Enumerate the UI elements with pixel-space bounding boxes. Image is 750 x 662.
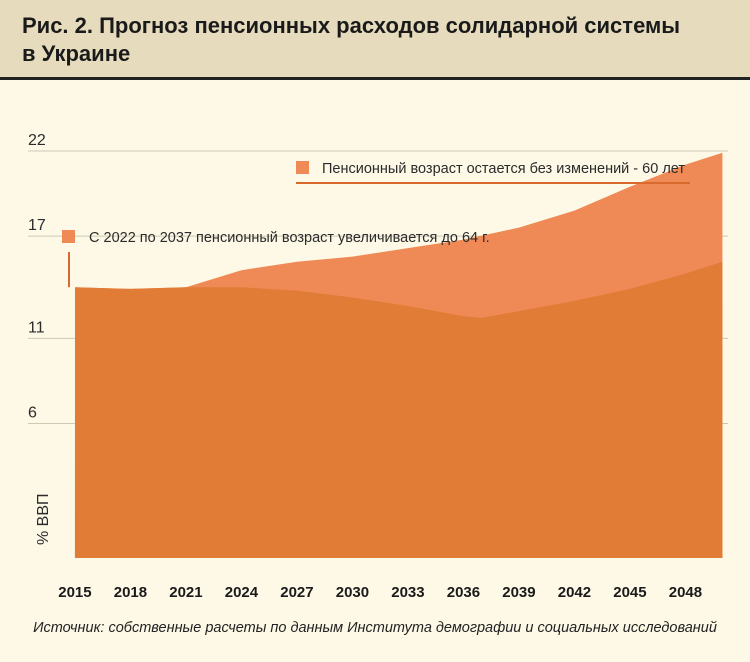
xtick-label-2018: 2018 <box>114 584 147 601</box>
xtick-label-2027: 2027 <box>280 584 313 601</box>
xtick-label-2048: 2048 <box>669 584 702 601</box>
xtick-label-2021: 2021 <box>169 584 202 601</box>
legend-label-1: Пенсионный возраст остается без изменени… <box>322 161 685 177</box>
xtick-label-2015: 2015 <box>58 584 91 601</box>
ytick-label-6: 6 <box>28 404 37 421</box>
legend-swatch-1 <box>296 161 309 174</box>
xtick-label-2039: 2039 <box>502 584 535 601</box>
title-banner: Рис. 2. Прогноз пенсионных расходов соли… <box>0 0 750 80</box>
legend-label-2: С 2022 по 2037 пенсионный возраст увелич… <box>89 230 490 246</box>
series-area-2 <box>74 261 723 558</box>
source-note: Источник: собственные расчеты по данным … <box>33 620 717 636</box>
ytick-label-22: 22 <box>28 132 46 149</box>
xtick-label-2030: 2030 <box>336 584 369 601</box>
chart-title: Рис. 2. Прогноз пенсионных расходов соли… <box>22 13 681 66</box>
xtick-label-2033: 2033 <box>391 584 424 601</box>
xtick-label-2024: 2024 <box>225 584 259 601</box>
ytick-label-11: 11 <box>28 319 45 336</box>
xtick-label-2042: 2042 <box>558 584 591 601</box>
legend-swatch-2 <box>62 230 75 243</box>
xtick-label-2045: 2045 <box>613 584 646 601</box>
xtick-label-2036: 2036 <box>447 584 480 601</box>
y-axis-label: % ВВП <box>35 493 52 545</box>
ytick-label-17: 17 <box>28 217 46 234</box>
